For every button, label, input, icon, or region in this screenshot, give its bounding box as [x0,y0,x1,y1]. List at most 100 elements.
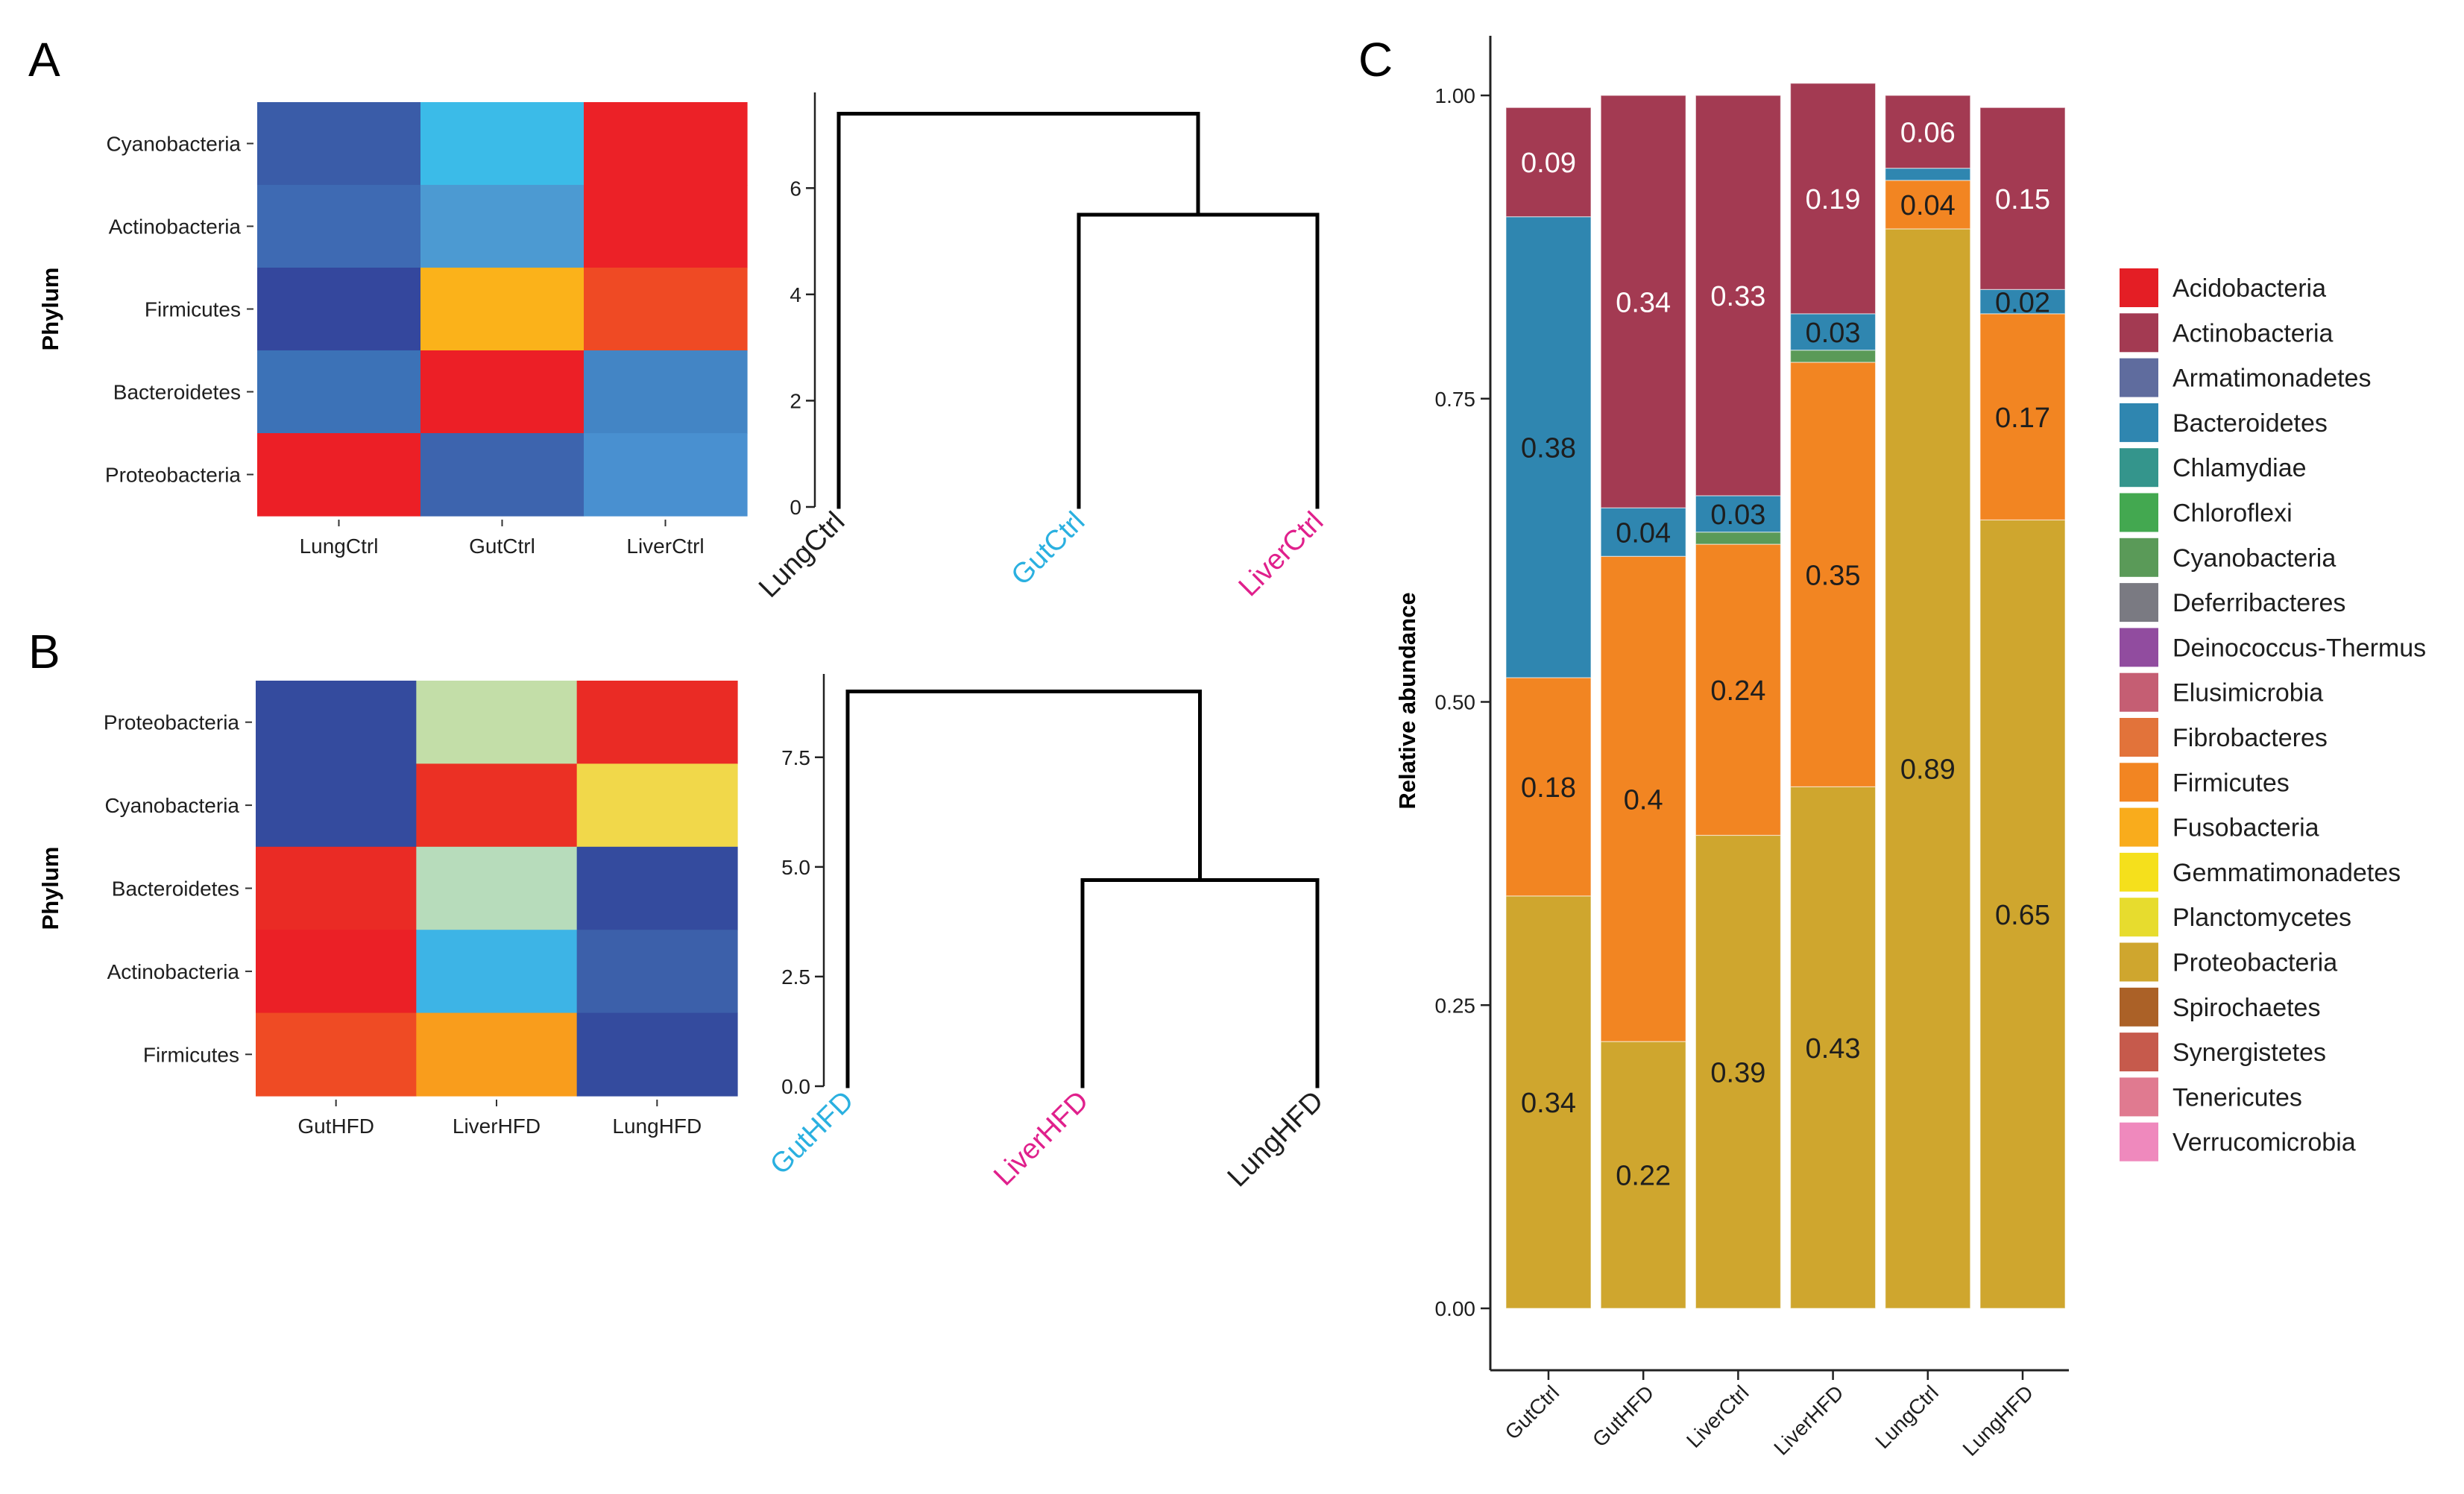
legend-swatch [2120,942,2158,982]
row-label: Cyanobacteria [104,794,239,817]
heatmap-cell [584,433,748,517]
legend-label: Chloroflexi [2172,499,2293,528]
segment-value-label: 0.04 [1616,517,1671,549]
row-label: Actinobacteria [109,215,242,239]
panel-b-dendrogram: 0.0 2.5 5.0 7.5 GutHFD LiverHFD LungHFD [764,674,1329,1193]
heatmap-cell [576,930,738,1014]
legend-label: Chlamydiae [2172,454,2307,482]
dendrogram-leaf-label: GutCtrl [1006,506,1091,592]
column-label: GutHFD [297,1115,374,1138]
row-label: Bacteroidetes [112,877,239,901]
legend-swatch [2120,448,2158,488]
segment-value-label: 0.24 [1710,675,1765,707]
bar-chart-x-tick-label: GutCtrl [1501,1381,1564,1444]
legend-swatch [2120,718,2158,757]
dendrogram-y-tick-label: 4 [790,283,801,306]
legend-label: Spirochaetes [2172,994,2320,1022]
stacked-bar-segment [1600,1041,1686,1309]
heatmap-cell [420,350,585,434]
legend-label: Armatimonadetes [2172,365,2371,393]
panel-a-heatmap: Cyanobacteria Actinobacteria Firmicutes Bac… [37,102,748,558]
legend-label: Gemmatimonadetes [2172,859,2401,887]
dendrogram-y-tick-label: 7.5 [781,746,810,769]
segment-value-label: 0.03 [1710,499,1765,531]
stacked-bar-segment [1790,362,1877,787]
heatmap-cell [257,185,421,268]
segment-value-label: 0.34 [1521,1088,1576,1119]
legend-swatch [2120,763,2158,802]
column-label: GutCtrl [469,535,535,558]
legend-swatch [2120,1122,2158,1162]
legend-swatch [2120,987,2158,1027]
row-label: Firmicutes [145,298,241,321]
legend-label: Fibrobacteres [2172,724,2328,752]
segment-value-label: 0.18 [1521,772,1576,804]
heatmap-cell [257,102,421,186]
legend-label: Firmicutes [2172,769,2290,797]
stacked-bar-segment [1979,313,2066,521]
dendrogram-leaf-label: LiverCtrl [1233,506,1330,603]
heatmap-cell [256,1012,417,1097]
heatmap-cell [420,102,585,186]
segment-value-label: 0.35 [1806,560,1861,591]
stacked-bar-segment [1600,507,1686,557]
stacked-bar-segment [1695,495,1781,533]
legend-swatch [2120,268,2158,307]
dendrogram-y-tick-label: 2 [790,389,801,412]
heatmap-cell [420,185,585,268]
segment-value-label: 0.38 [1521,433,1576,464]
heatmap-cell [584,185,748,268]
column-label: LiverHFD [453,1115,541,1138]
heatmap-cell [420,268,585,351]
stacked-bar-segment [1600,95,1686,508]
dendrogram-y-tick-label: 5.0 [781,856,810,879]
bar-chart-x-tick-label: LungCtrl [1871,1381,1943,1453]
legend-label: Bacteroidetes [2172,409,2328,438]
segment-value-label: 0.43 [1806,1033,1861,1065]
dendrogram-y-tick-label: 6 [790,177,801,200]
stacked-bar-segment [1505,216,1592,678]
row-label: Bacteroidetes [113,381,241,404]
legend-label: Acidobacteria [2172,274,2326,303]
stacked-bar-segment [1695,95,1781,497]
heatmap-cell [256,763,417,848]
dendrogram-leaf-label: LungHFD [1222,1085,1330,1194]
segment-value-label: 0.17 [1995,403,2050,434]
dendrogram-leaf-label: LiverHFD [988,1085,1094,1192]
dendrogram-y-tick-label: 0 [790,496,801,519]
legend-swatch [2120,1077,2158,1117]
heatmap-cell [257,350,421,434]
heatmap-cell [256,846,417,930]
row-label: Actinobacteria [107,960,240,983]
bar-chart-x-tick-label: LiverHFD [1769,1381,1848,1460]
heatmap-cell [256,681,417,764]
dendrogram-y-tick-label: 0.0 [781,1075,810,1098]
legend-swatch [2120,628,2158,667]
legend-label: Deinococcus-Thermus [2172,634,2426,662]
heatmap-cell [257,433,421,517]
dendrogram-branch [845,690,1202,1088]
stacked-bar-segment [1885,95,1971,169]
stacked-bar-segment [1979,519,2066,1309]
legend-swatch [2120,538,2158,577]
column-label: LungHFD [612,1115,702,1138]
legend-swatch [2120,1033,2158,1072]
panel-c-legend: Acidobacteria Actinobacteria Armatimonadet… [2120,268,2426,1162]
stacked-bar-segment [1505,107,1592,218]
segment-value-label: 0.03 [1806,318,1861,349]
legend-swatch [2120,403,2158,442]
legend-label: Verrucomicrobia [2172,1129,2356,1157]
legend-label: Fusobacteria [2172,814,2319,842]
legend-label: Cyanobacteria [2172,544,2336,573]
bar-chart-y-tick-label: 1.00 [1435,84,1476,107]
bar-chart-y-tick-label: 0.75 [1435,388,1476,411]
legend-swatch [2120,852,2158,892]
heatmap-cell [576,681,738,764]
stacked-bar-segment [1505,677,1592,897]
segment-value-label: 0.65 [1995,900,2050,931]
heatmap-cell [576,1012,738,1097]
legend-label: Planctomycetes [2172,904,2351,932]
legend-swatch [2120,807,2158,847]
stacked-bar-segment [1505,895,1592,1309]
